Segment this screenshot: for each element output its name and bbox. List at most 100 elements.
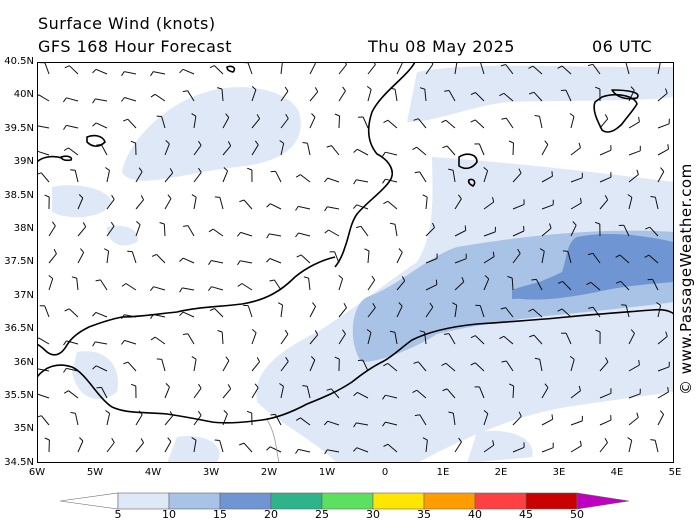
wind-barb <box>570 224 577 237</box>
wind-barb <box>309 334 319 345</box>
wind-barb <box>625 62 630 75</box>
wind-barb-flag <box>295 174 301 178</box>
wind-barb <box>505 64 514 75</box>
wind-barb-flag <box>499 92 505 97</box>
wind-barb-flag <box>588 306 594 309</box>
wind-barb-flag <box>452 302 457 306</box>
wind-barb <box>74 413 79 426</box>
wind-barb <box>247 305 253 318</box>
forecast-model: GFS 168 Hour Forecast <box>38 37 233 56</box>
wind-barb <box>163 223 166 237</box>
wind-barb <box>154 93 166 102</box>
wind-barb <box>416 146 427 156</box>
wind-barb <box>475 92 485 102</box>
wind-barb <box>222 145 232 156</box>
wind-barb <box>535 279 543 291</box>
wind-barb <box>512 385 515 399</box>
wind-barb <box>425 284 438 291</box>
wind-barb-flag <box>605 357 609 363</box>
lat-label: 34.5N <box>4 456 34 468</box>
wind-barb <box>416 389 427 399</box>
wind-barb <box>483 231 496 237</box>
wind-barb <box>511 277 514 291</box>
lon-label: 5W <box>86 467 104 478</box>
colorbar-label: 30 <box>366 508 380 521</box>
wind-barb-flag <box>470 119 476 123</box>
wind-barb <box>512 230 525 237</box>
wind-barb <box>161 116 166 129</box>
wind-barb <box>454 258 467 264</box>
wind-barb-flag <box>92 68 97 74</box>
wind-barb-flag <box>48 275 54 279</box>
wind-barb <box>275 171 282 183</box>
wind-barb-flag <box>237 260 241 266</box>
wind-barb <box>40 172 50 183</box>
wind-barb-flag <box>96 386 102 389</box>
wind-barb <box>222 360 230 372</box>
wind-barb <box>628 417 639 426</box>
wind-barb-flag <box>517 248 521 254</box>
wind-barb-flag <box>578 142 581 148</box>
wind-barb <box>599 419 612 426</box>
wind-barb <box>280 361 289 372</box>
wind-barb-flag <box>636 412 639 418</box>
wind-barb-flag <box>650 196 656 198</box>
wind-barb-flag <box>64 308 70 312</box>
wind-barb <box>512 203 525 210</box>
colorbar-label: 25 <box>315 508 329 521</box>
wind-barb-flag <box>508 140 514 144</box>
wind-barb <box>327 420 340 426</box>
wind-barb-flag <box>284 86 289 92</box>
wind-barb-flag <box>279 140 284 144</box>
wind-barb-flag <box>492 196 495 203</box>
wind-barb <box>77 440 84 453</box>
wind-barb-flag <box>594 221 600 225</box>
wind-barb-flag <box>382 394 386 400</box>
wind-barb <box>100 279 108 291</box>
wind-barb <box>454 281 465 291</box>
lat-label: 35N <box>13 423 34 435</box>
wind-barb-flag <box>82 222 87 228</box>
wind-barb-flag <box>63 368 67 373</box>
lat-label: 37.5N <box>4 256 34 268</box>
wind-barb-flag <box>70 412 76 414</box>
wind-barb <box>619 254 630 264</box>
wind-barb-flag <box>136 221 141 226</box>
lat-label: 38N <box>13 223 34 234</box>
wind-barb-flag <box>285 356 289 362</box>
wind-barb-flag <box>37 94 40 97</box>
wind-barb <box>193 415 202 426</box>
wind-barb <box>539 116 543 129</box>
colorbar-segment <box>321 492 374 510</box>
wind-barb-flag <box>539 248 545 252</box>
wind-barb-flag <box>62 97 67 103</box>
wind-barb <box>628 150 641 156</box>
wind-barb <box>356 447 369 453</box>
wind-barb-flag <box>441 362 447 367</box>
wind-barb-flag <box>627 437 632 441</box>
wind-barb-flag <box>342 86 346 92</box>
wind-barb <box>474 362 485 372</box>
wind-barb <box>483 413 489 426</box>
wind-barb-flag <box>638 116 640 122</box>
wind-barb <box>425 440 428 453</box>
wind-barb <box>385 421 398 426</box>
wind-barb-flag <box>389 330 395 333</box>
wind-barb-flag <box>251 329 257 334</box>
wind-barb <box>127 118 137 129</box>
wind-barb <box>95 341 108 345</box>
wind-barb <box>657 391 669 399</box>
wind-barb <box>298 232 311 237</box>
wind-barb <box>356 204 369 210</box>
lat-label: 38.5N <box>4 189 34 201</box>
wind-barb <box>44 305 50 318</box>
wind-barb-flag <box>518 411 522 417</box>
wind-barb-flag <box>580 197 582 203</box>
wind-barb <box>101 387 108 399</box>
wind-barb <box>269 233 282 237</box>
wind-barb <box>95 365 108 372</box>
wind-barb-flag <box>197 410 202 416</box>
wind-barb <box>628 197 633 210</box>
wind-barb-flag <box>578 385 581 391</box>
wind-barb <box>367 250 370 264</box>
